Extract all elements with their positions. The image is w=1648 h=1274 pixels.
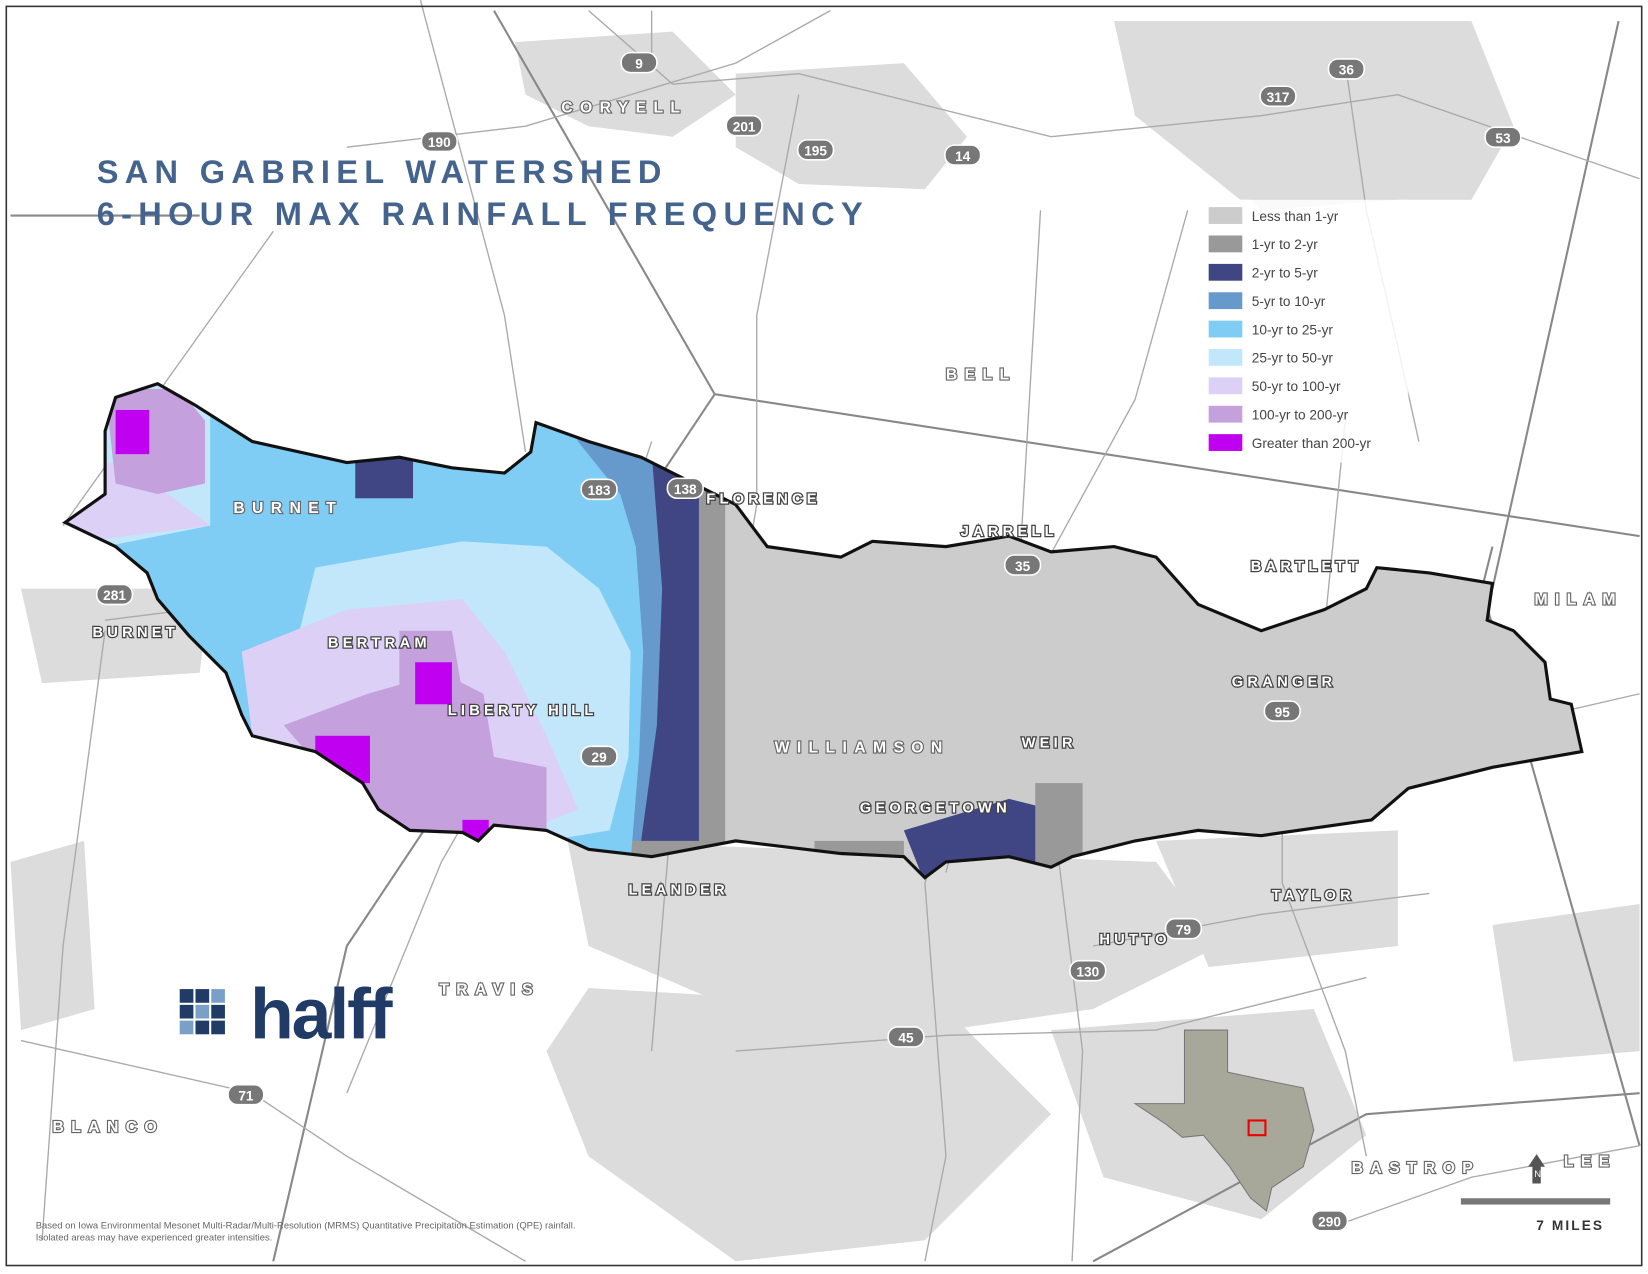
city-label: WEIR <box>1022 735 1077 751</box>
city-label: TAYLOR <box>1272 888 1355 904</box>
highway-shield <box>227 1083 265 1106</box>
city-label: BURNET <box>92 625 179 641</box>
legend-label: 1-yr to 2-yr <box>1252 237 1318 252</box>
city-label: LEANDER <box>629 883 730 899</box>
legend-label: 50-yr to 100-yr <box>1252 379 1341 394</box>
highway-number: 281 <box>103 588 126 603</box>
highway-shields: 9 36 317 201 195 190 14 53 183 138 35 281 29 95 79 130 4… <box>95 51 1522 1232</box>
north-arrow: N <box>1528 1154 1545 1184</box>
legend-swatch <box>1208 292 1243 310</box>
city-label: GRANGER <box>1232 674 1337 690</box>
highway-shield <box>666 477 704 500</box>
highway-number: 95 <box>1275 705 1291 720</box>
county-label: LEE <box>1564 1154 1617 1171</box>
legend-label: 100-yr to 200-yr <box>1252 407 1349 422</box>
highway-number: 9 <box>635 56 643 71</box>
title-line: SAN GABRIEL WATERSHED <box>97 154 668 190</box>
highway-shield <box>95 583 134 606</box>
highway-shield <box>725 114 763 137</box>
scale-label: 7 MILES <box>1536 1218 1604 1233</box>
legend-label: Greater than 200-yr <box>1252 436 1372 451</box>
county-label: MILAM <box>1534 591 1622 608</box>
legend-swatch <box>1208 235 1243 253</box>
highway-number: 138 <box>674 482 697 497</box>
city-label: LIBERTY HILL <box>448 703 598 719</box>
legend-swatch <box>1208 263 1243 281</box>
legend-swatch <box>1208 377 1243 395</box>
city-label: JARRELL <box>961 524 1058 540</box>
city-labels: FLORENCE JARRELL BARTLETT BURNET BERTRAM LIBE… <box>91 490 1362 949</box>
highway-shield <box>1003 554 1042 576</box>
north-label: N <box>1534 1169 1541 1180</box>
logo: halff <box>179 974 395 1054</box>
highway-number: 190 <box>428 135 451 150</box>
footnote-line: Based on Iowa Environmental Mesonet Mult… <box>36 1221 576 1232</box>
legend-swatch <box>1208 349 1243 366</box>
legend-label: 10-yr to 25-yr <box>1252 322 1334 337</box>
legend: Less than 1-yr 1-yr to 2-yr 2-yr to 5-yr 5-… <box>1198 199 1409 463</box>
legend-swatch <box>1208 405 1243 423</box>
highway-shield <box>420 130 458 153</box>
title: SAN GABRIEL WATERSHED 6-HOUR MAX RAINFALL… <box>97 154 869 232</box>
highway-shield <box>1327 58 1366 80</box>
county-label: TRAVIS <box>439 981 540 998</box>
highway-shield <box>944 144 982 166</box>
highway-number: 29 <box>591 750 607 765</box>
highway-number: 53 <box>1495 131 1511 146</box>
city-label: BARTLETT <box>1251 559 1362 575</box>
county-label: WILLIAMSON <box>775 740 950 757</box>
highway-number: 195 <box>804 144 827 159</box>
legend-label: Less than 1-yr <box>1252 209 1339 224</box>
legend-label: 2-yr to 5-yr <box>1252 266 1318 281</box>
city-label: BERTRAM <box>328 636 431 652</box>
highway-number: 14 <box>955 149 971 164</box>
highway-shield <box>1069 959 1107 982</box>
highway-number: 36 <box>1339 63 1355 78</box>
highway-shield <box>1263 700 1301 722</box>
logo-text: halff <box>250 974 393 1054</box>
texas-inset <box>1133 1029 1315 1212</box>
highway-number: 317 <box>1267 90 1290 105</box>
highway-shield <box>1259 85 1297 108</box>
city-label: HUTTO <box>1099 932 1170 948</box>
highway-number: 290 <box>1318 1215 1341 1230</box>
highway-shield <box>1164 917 1203 940</box>
highway-shield <box>1310 1210 1349 1232</box>
county-labels: CORYELL BELL BURNET MILAM WILLIAMSON TRAVIS BL… <box>51 98 1622 1178</box>
county-label: BELL <box>946 367 1017 384</box>
highway-shield <box>887 1026 925 1048</box>
legend-label: 5-yr to 10-yr <box>1252 294 1326 309</box>
footnote-line: Isolated areas may have experienced grea… <box>36 1232 273 1243</box>
county-label: BLANCO <box>53 1119 165 1136</box>
title-line: 6-HOUR MAX RAINFALL FREQUENCY <box>97 196 869 232</box>
legend-swatch <box>1208 320 1243 338</box>
highway-number: 45 <box>898 1031 914 1046</box>
scale-bar: 7 MILES <box>1460 1198 1611 1233</box>
highway-shield <box>796 139 835 161</box>
highway-number: 201 <box>733 119 756 134</box>
highway-shield <box>1484 126 1522 149</box>
highway-number: 71 <box>238 1089 254 1104</box>
frame <box>5 5 1643 1267</box>
city-label: FLORENCE <box>706 492 821 508</box>
county-label: BURNET <box>233 500 343 517</box>
legend-label: 25-yr to 50-yr <box>1252 351 1334 366</box>
highway-shield <box>620 51 658 74</box>
county-label: BASTROP <box>1352 1160 1481 1177</box>
legend-swatch <box>1208 434 1243 451</box>
highway-number: 183 <box>588 483 611 498</box>
footnote: Based on Iowa Environmental Mesonet Mult… <box>36 1221 576 1244</box>
highway-number: 130 <box>1076 964 1099 979</box>
highway-number: 79 <box>1176 922 1192 937</box>
highway-number: 35 <box>1015 559 1031 574</box>
city-label: GEORGETOWN <box>860 801 1011 817</box>
highway-shield <box>580 478 618 501</box>
legend-swatch <box>1208 207 1243 224</box>
county-label: CORYELL <box>561 100 687 117</box>
highway-shield <box>580 745 618 768</box>
